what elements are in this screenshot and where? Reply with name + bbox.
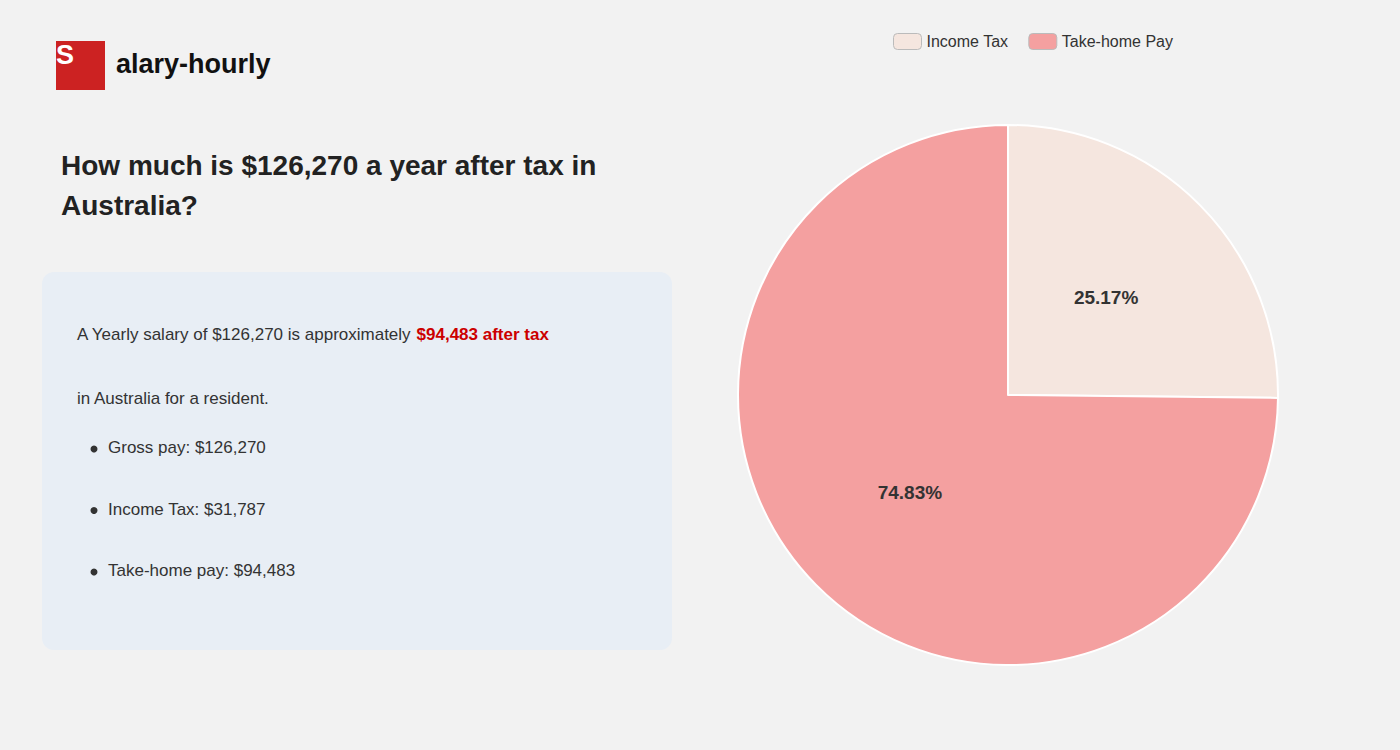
svg-text:$94,483 after tax: $94,483 after tax [417, 325, 550, 344]
svg-text:Gross pay: $126,270: Gross pay: $126,270 [108, 438, 266, 457]
svg-text:A Yearly salary of $126,270 is: A Yearly salary of $126,270 is approxima… [77, 325, 415, 344]
svg-text:in Australia for a resident.: in Australia for a resident. [77, 389, 269, 408]
svg-text:Take-home pay: $94,483: Take-home pay: $94,483 [108, 561, 295, 580]
svg-text:alary-hourly: alary-hourly [116, 49, 271, 79]
svg-text:Take-home Pay: Take-home Pay [1062, 33, 1173, 50]
svg-text:25.17%: 25.17% [1074, 287, 1139, 308]
svg-text:Australia?: Australia? [61, 190, 198, 221]
svg-text:S: S [56, 40, 74, 70]
svg-text:Income Tax: Income Tax [927, 33, 1009, 50]
svg-text:How much is $126,270 a year af: How much is $126,270 a year after tax in [61, 150, 596, 181]
svg-text:Income Tax: $31,787: Income Tax: $31,787 [108, 500, 266, 519]
svg-text:74.83%: 74.83% [878, 482, 943, 503]
